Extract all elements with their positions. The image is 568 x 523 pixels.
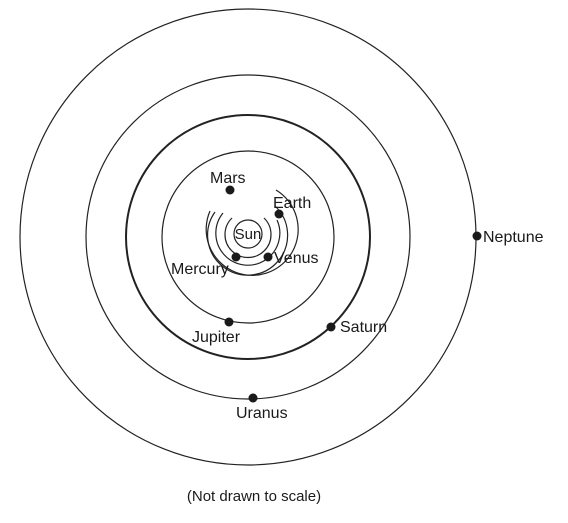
earth-label: Earth bbox=[273, 195, 311, 212]
jupiter-orbit bbox=[161, 150, 335, 324]
scale-caption: (Not drawn to scale) bbox=[186, 488, 322, 505]
venus-planet bbox=[263, 252, 273, 262]
venus-orbit bbox=[215, 212, 281, 266]
mars-label: Mars bbox=[210, 170, 246, 187]
uranus-label: Uranus bbox=[236, 405, 288, 422]
uranus-planet bbox=[248, 393, 258, 403]
saturn-planet bbox=[326, 322, 336, 332]
neptune-planet bbox=[472, 231, 482, 241]
earth-planet bbox=[274, 209, 284, 219]
sun-label: Sun bbox=[235, 226, 262, 243]
jupiter-label: Jupiter bbox=[192, 329, 241, 346]
uranus-orbit bbox=[85, 74, 411, 400]
jupiter-planet bbox=[224, 317, 234, 327]
sun-ring bbox=[233, 219, 263, 249]
mars-planet bbox=[225, 185, 235, 195]
mercury-planet bbox=[231, 252, 241, 262]
venus-label: Venus bbox=[274, 250, 318, 267]
mercury-orbit bbox=[224, 217, 272, 259]
neptune-label: Neptune bbox=[483, 229, 544, 246]
saturn-label: Saturn bbox=[340, 319, 387, 336]
saturn-orbit bbox=[125, 114, 371, 360]
earth-orbit bbox=[207, 205, 289, 276]
mercury-label: Mercury bbox=[171, 261, 229, 278]
